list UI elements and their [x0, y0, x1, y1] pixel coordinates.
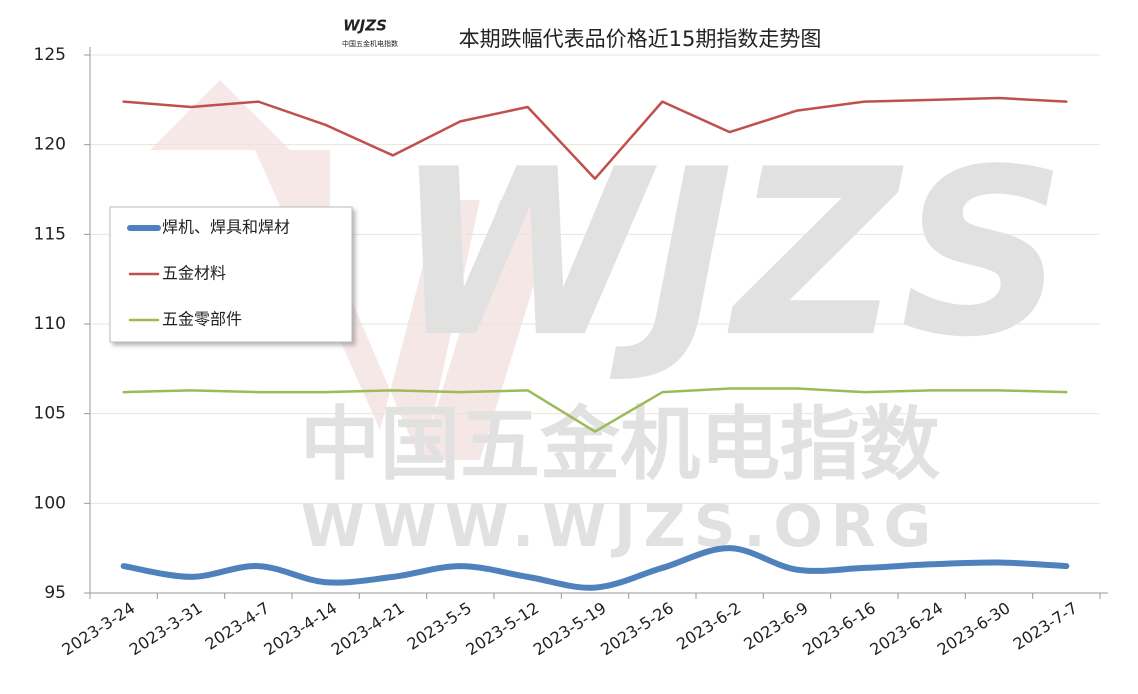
y-tick-label: 125 [34, 45, 66, 65]
y-tick-label: 105 [34, 404, 66, 424]
x-tick-label: 2023-5-19 [530, 598, 610, 659]
watermark-arrow [150, 80, 560, 460]
y-tick-label: 110 [34, 314, 66, 334]
x-tick-label: 2023-6-24 [866, 598, 946, 659]
x-tick-label: 2023-4-21 [328, 598, 408, 659]
x-tick-label: 2023-4-14 [260, 598, 340, 659]
logo: WJZS [343, 17, 387, 35]
logo-sub: 中国五金机电指数 [342, 39, 398, 48]
x-tick-label: 2023-5-12 [462, 598, 542, 659]
x-tick-label: 2023-3-31 [126, 598, 206, 659]
watermark-logo: WJZS [394, 121, 1066, 388]
series-line [122, 387, 1068, 433]
series-line [120, 545, 1070, 591]
x-tick-label: 2023-5-26 [597, 598, 677, 659]
watermark-text: 中国五金机电指数 [300, 398, 940, 491]
x-tick-label: 2023-6-30 [934, 598, 1014, 659]
x-tick-label: 2023-3-24 [58, 598, 138, 659]
x-tick-label: 2023-6-16 [799, 598, 879, 659]
x-tick-label: 2023-7-7 [1010, 598, 1081, 653]
y-tick-label: 100 [34, 493, 66, 513]
y-tick-label: 95 [44, 583, 66, 603]
y-tick-label: 120 [34, 135, 66, 155]
legend-label: 五金零部件 [162, 310, 242, 329]
watermark-url: WWW.WJZS.ORG [301, 492, 939, 560]
x-tick-label: 2023-6-2 [673, 598, 744, 653]
legend-label: 焊机、焊具和焊材 [162, 218, 290, 237]
series-line [122, 96, 1068, 180]
chart-title: 本期跌幅代表品价格近15期指数走势图 [459, 27, 822, 51]
y-tick-label: 115 [34, 224, 66, 244]
legend-label: 五金材料 [162, 264, 226, 283]
